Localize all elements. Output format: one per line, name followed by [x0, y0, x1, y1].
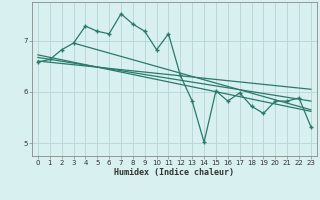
X-axis label: Humidex (Indice chaleur): Humidex (Indice chaleur)	[115, 168, 234, 177]
